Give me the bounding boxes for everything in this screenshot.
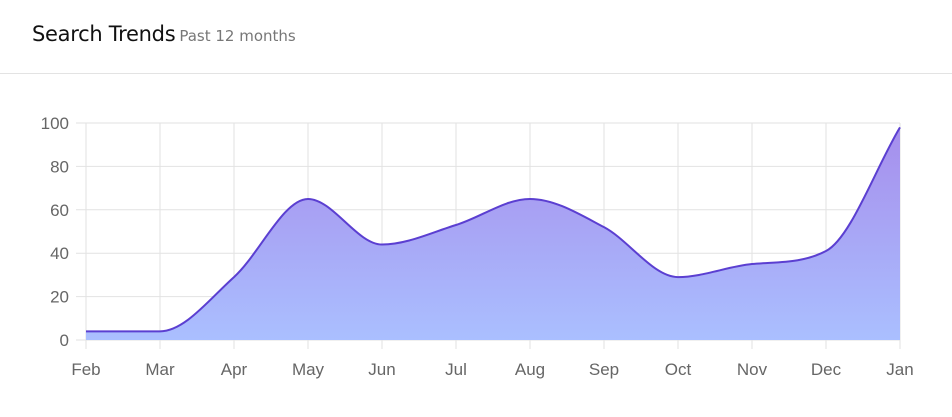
x-tick-label: Nov: [737, 360, 768, 379]
y-tick-label: 40: [50, 244, 69, 263]
x-axis: Feb Mar Apr May Jun Jul Aug Sep Oct Nov Dec Jan: [71, 360, 913, 379]
y-axis: 0 20 40 60 80 100: [41, 114, 69, 350]
trend-line: [86, 126, 901, 333]
area-fill: [86, 127, 900, 340]
x-tick-label: Jan: [886, 360, 913, 379]
x-tick-label: Jun: [368, 360, 395, 379]
x-tick-label: Feb: [71, 360, 100, 379]
x-tick-label: Oct: [665, 360, 692, 379]
y-tick-label: 60: [50, 201, 69, 220]
x-tick-label: Apr: [221, 360, 248, 379]
y-tick-label: 0: [60, 331, 69, 350]
x-tick-label: May: [292, 360, 325, 379]
y-tick-label: 100: [41, 114, 69, 133]
card-header: Search Trends Past 12 months: [0, 0, 952, 74]
x-tick-label: Jul: [445, 360, 467, 379]
y-tick-label: 20: [50, 288, 69, 307]
x-tick-label: Dec: [811, 360, 842, 379]
x-tick-label: Mar: [145, 360, 175, 379]
x-tick-label: Aug: [515, 360, 545, 379]
chart-subtitle: Past 12 months: [179, 27, 296, 45]
chart-title: Search Trends Past 12 months: [32, 22, 296, 46]
y-tick-label: 80: [50, 157, 69, 176]
title-text: Search Trends: [32, 22, 176, 46]
x-tick-label: Sep: [589, 360, 619, 379]
